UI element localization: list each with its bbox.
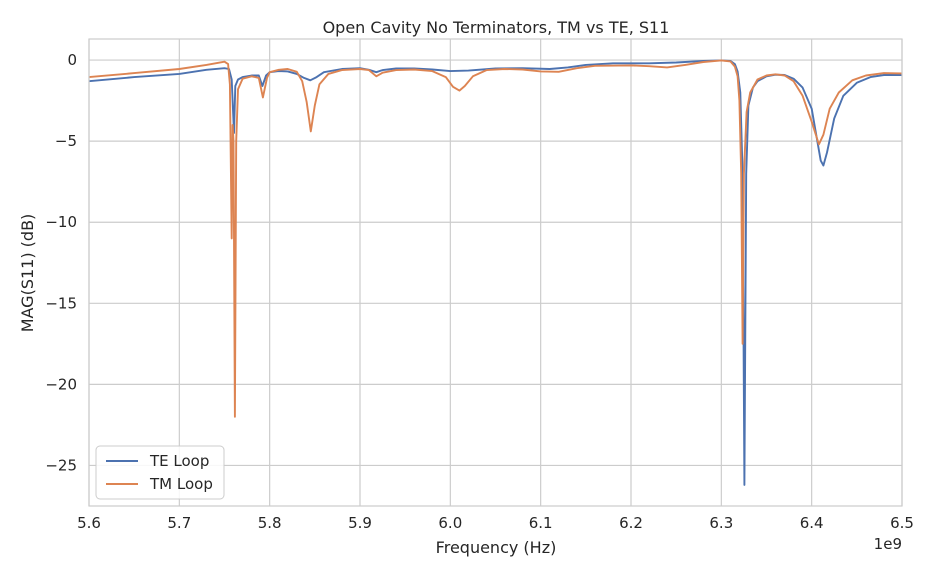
y-axis-label: MAG(S11) (dB) bbox=[18, 214, 37, 333]
chart-title: Open Cavity No Terminators, TM vs TE, S1… bbox=[323, 18, 670, 37]
y-tick-label: −10 bbox=[45, 213, 77, 231]
y-tick-label: −25 bbox=[45, 456, 77, 474]
x-tick-label: 6.5 bbox=[890, 514, 914, 532]
x-tick-label: 5.6 bbox=[77, 514, 101, 532]
plot-frame bbox=[88, 38, 903, 507]
x-tick-labels: 5.6 5.7 5.8 5.9 6.0 6.1 6.2 6.3 6.4 6.5 bbox=[77, 514, 914, 532]
x-tick-label: 6.1 bbox=[529, 514, 553, 532]
x-tick-label: 5.7 bbox=[167, 514, 191, 532]
y-tick-label: −15 bbox=[45, 294, 77, 312]
series-line-tm-loop bbox=[88, 59, 903, 418]
x-tick-label: 6.4 bbox=[800, 514, 824, 532]
y-tick-label: −5 bbox=[55, 132, 77, 150]
legend-box bbox=[95, 445, 225, 500]
legend-label-tm-loop: TM Loop bbox=[149, 475, 213, 493]
y-tick-label: 0 bbox=[67, 51, 77, 69]
x-tick-label: 5.8 bbox=[258, 514, 282, 532]
x-tick-label: 6.0 bbox=[438, 514, 462, 532]
series-line-te-loop bbox=[88, 59, 902, 486]
series-lines bbox=[88, 59, 903, 486]
x-tick-label: 6.2 bbox=[619, 514, 643, 532]
x-tick-label: 5.9 bbox=[348, 514, 372, 532]
legend: TE Loop TM Loop bbox=[95, 445, 225, 500]
y-tick-labels: 0 −5 −10 −15 −20 −25 bbox=[45, 51, 77, 474]
y-tick-label: −20 bbox=[45, 375, 77, 393]
x-offset-label: 1e9 bbox=[874, 535, 902, 553]
x-axis-label: Frequency (Hz) bbox=[436, 538, 557, 557]
x-tick-label: 6.3 bbox=[709, 514, 733, 532]
legend-label-te-loop: TE Loop bbox=[149, 452, 209, 470]
